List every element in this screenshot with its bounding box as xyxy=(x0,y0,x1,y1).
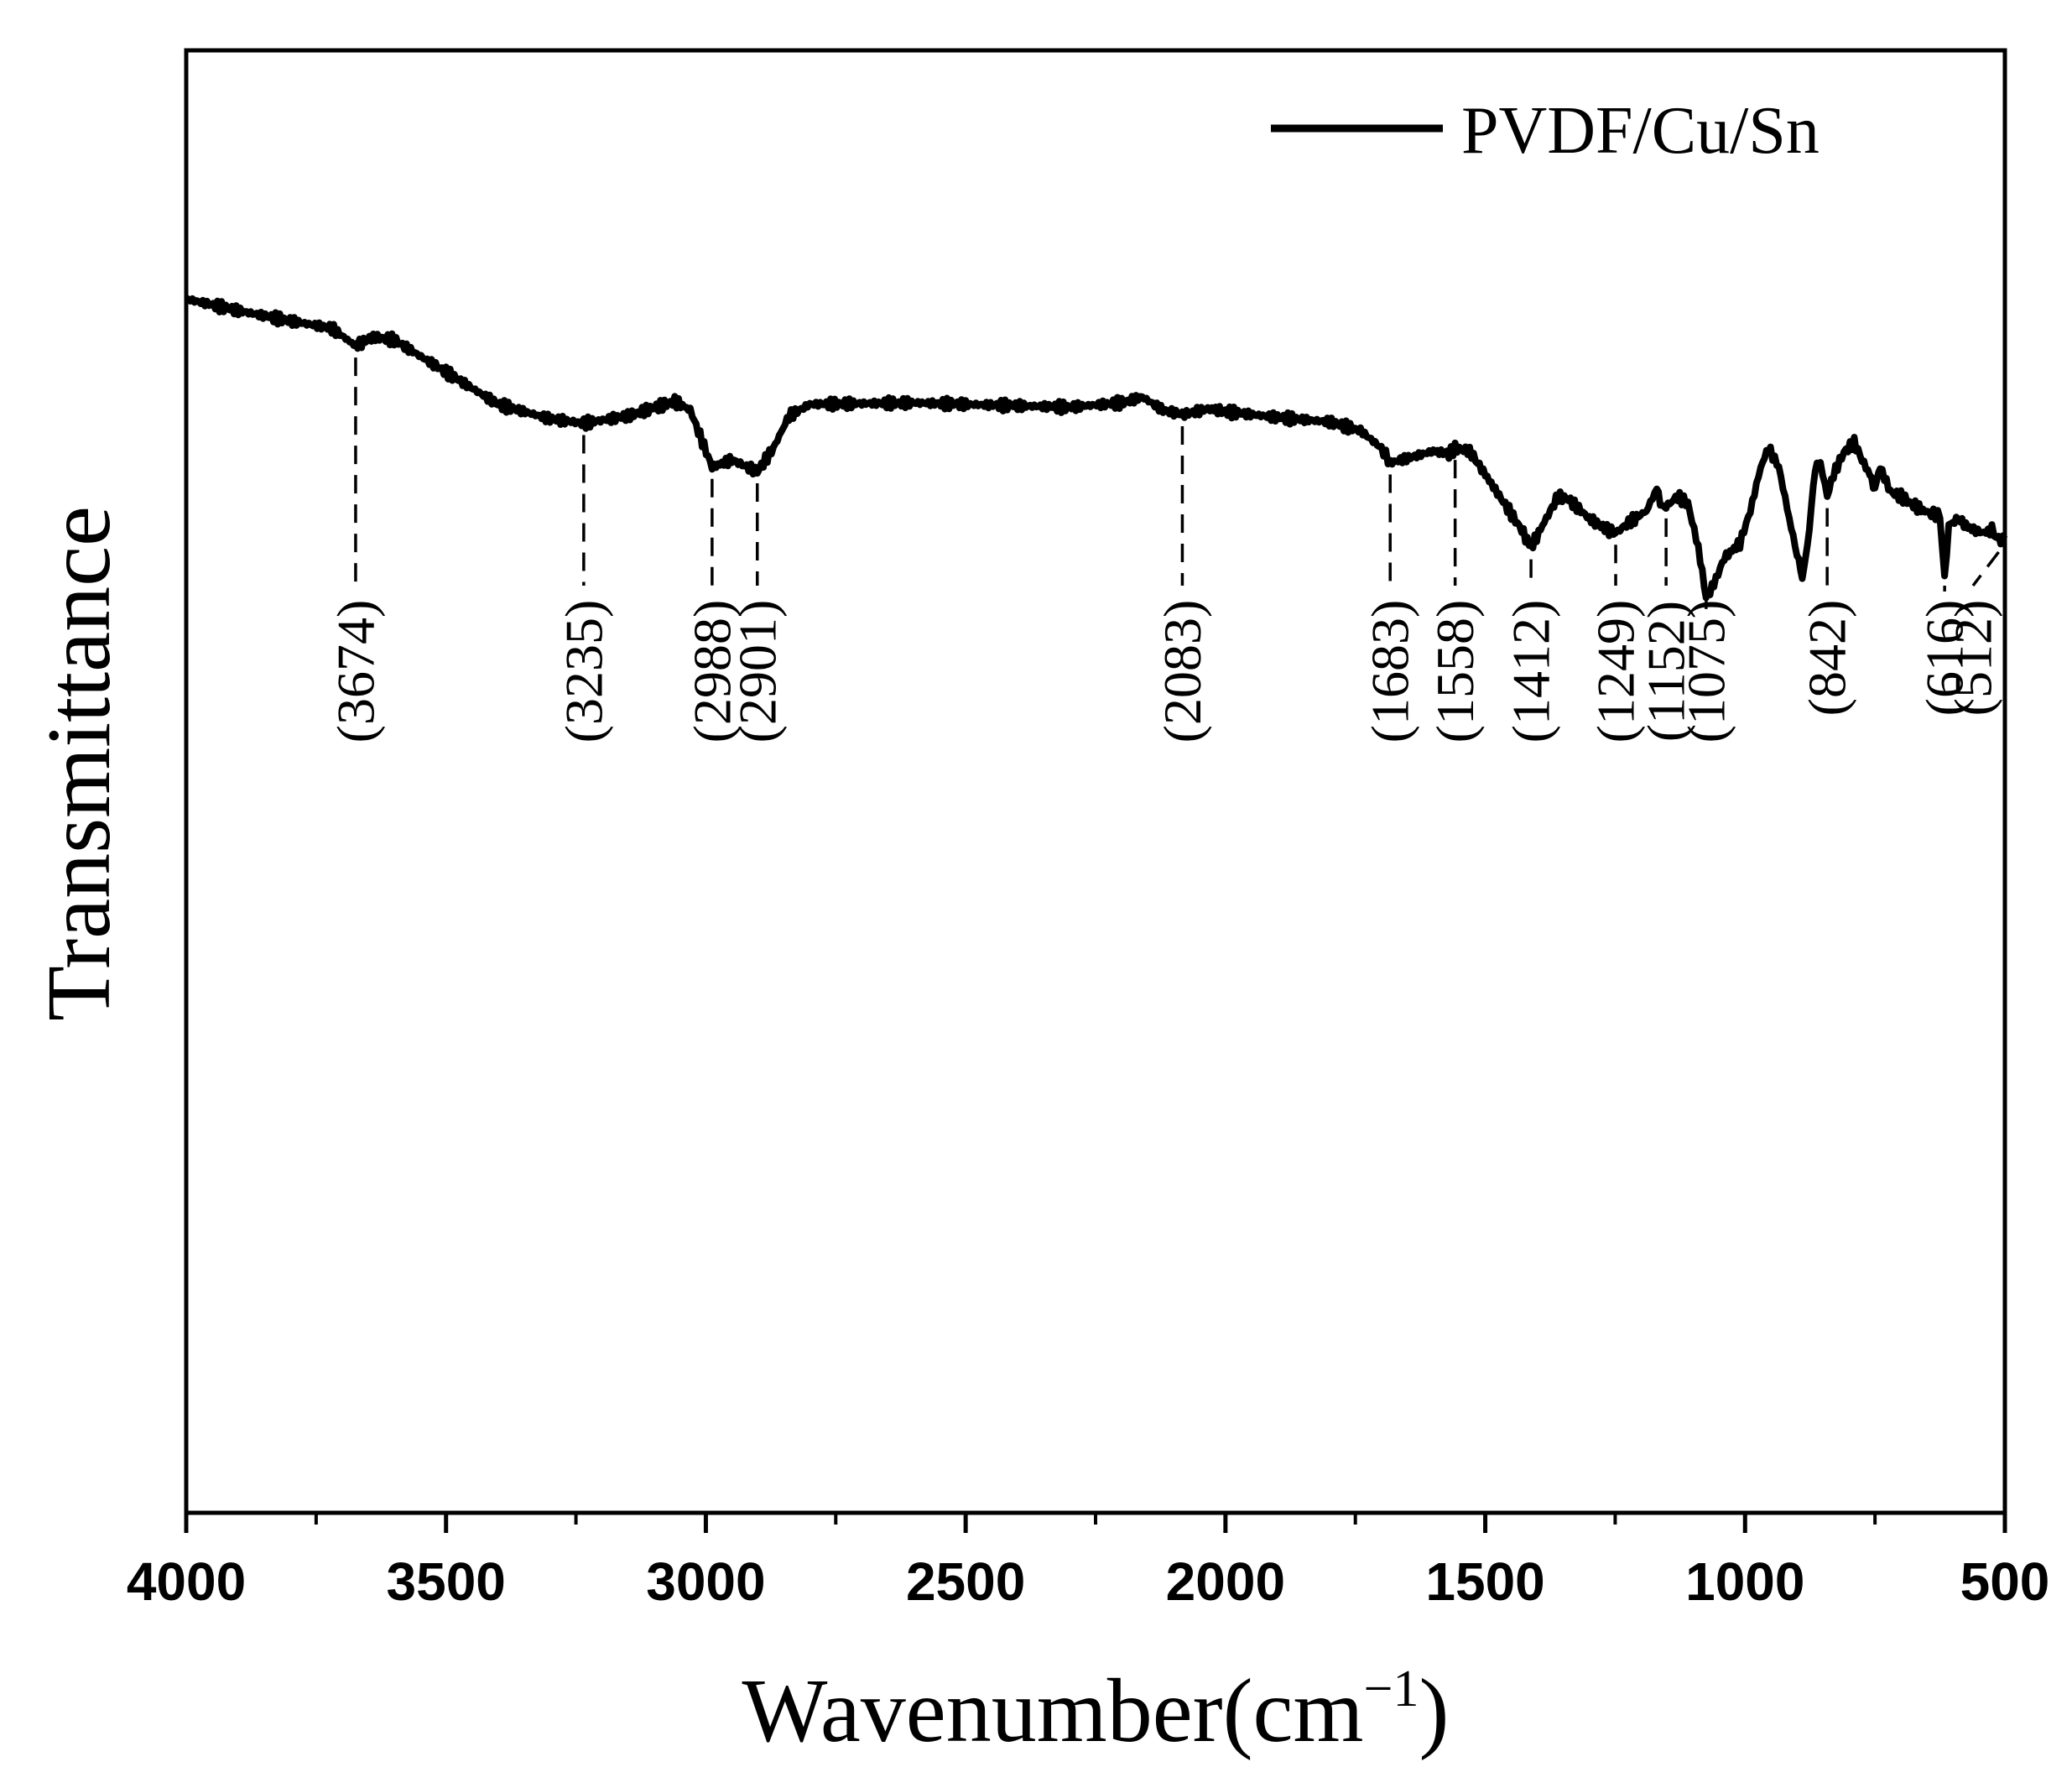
annotation-label-1683: (1683) xyxy=(1361,600,1420,743)
annotation-leader-512 xyxy=(1971,550,2000,587)
x-tick-label-1000: 1000 xyxy=(1685,1551,1804,1612)
annotation-label-1249: (1249) xyxy=(1586,600,1646,743)
y-axis-title: Transmittance xyxy=(29,506,129,1021)
x-tick-label-2000: 2000 xyxy=(1166,1551,1285,1612)
x-axis-title-main: Wavenumber(cm xyxy=(742,1661,1364,1761)
annotation-label-1152: (1152) xyxy=(1637,601,1696,742)
annotation-label-1075: (1075) xyxy=(1676,600,1736,743)
x-tick-label-2500: 2500 xyxy=(906,1551,1025,1612)
annotation-label-2901: (2901) xyxy=(727,600,787,743)
series-layer xyxy=(184,295,2008,602)
x-tick-label-3500: 3500 xyxy=(387,1551,506,1612)
annotation-label-842: (842) xyxy=(1798,600,1857,717)
x-tick-label-4000: 4000 xyxy=(127,1551,246,1612)
annotation-label-2083: (2083) xyxy=(1153,600,1212,743)
annotation-label-3674: (3674) xyxy=(325,600,385,743)
annotation-label-2988: (2988) xyxy=(682,600,742,743)
x-axis: 4000 3500 3000 2500 2000 1500 1000 500 xyxy=(127,1513,2050,1612)
annotation-label-1558: (1558) xyxy=(1425,600,1485,743)
annotation-label-1412: (1412) xyxy=(1502,600,1561,743)
annotation-label-3235: (3235) xyxy=(554,600,613,743)
annotation-label-616: (616) xyxy=(1915,600,1975,717)
legend-label: PVDF/Cu/Sn xyxy=(1461,94,1820,168)
x-tick-label-1500: 1500 xyxy=(1425,1551,1544,1612)
series-line xyxy=(184,295,2008,602)
peak-annotations: (3674) (3235) (2988)(2901) (2083) (1683) (155… xyxy=(325,357,2003,743)
x-tick-label-3000: 3000 xyxy=(646,1551,765,1612)
annotation-label-512: (512) xyxy=(1944,600,2003,717)
x-axis-title-close: ) xyxy=(1419,1661,1449,1761)
x-axis-title: Wavenumber(cm−1) xyxy=(742,1660,1450,1761)
x-tick-label-500: 500 xyxy=(1960,1551,2050,1612)
plot-frame xyxy=(184,48,2007,1515)
legend: PVDF/Cu/Sn xyxy=(1271,94,1820,168)
x-axis-title-superscript: −1 xyxy=(1364,1660,1419,1718)
